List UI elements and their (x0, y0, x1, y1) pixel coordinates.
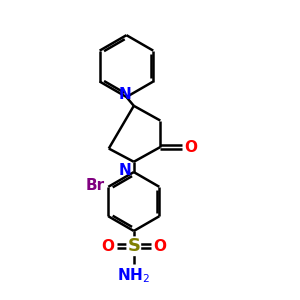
Text: N: N (119, 87, 131, 102)
Text: O: O (153, 239, 166, 254)
Text: O: O (101, 239, 114, 254)
Text: NH$_2$: NH$_2$ (117, 266, 150, 285)
Text: O: O (184, 140, 197, 154)
Text: Br: Br (85, 178, 105, 193)
Text: S: S (127, 237, 140, 255)
Text: N: N (119, 163, 131, 178)
